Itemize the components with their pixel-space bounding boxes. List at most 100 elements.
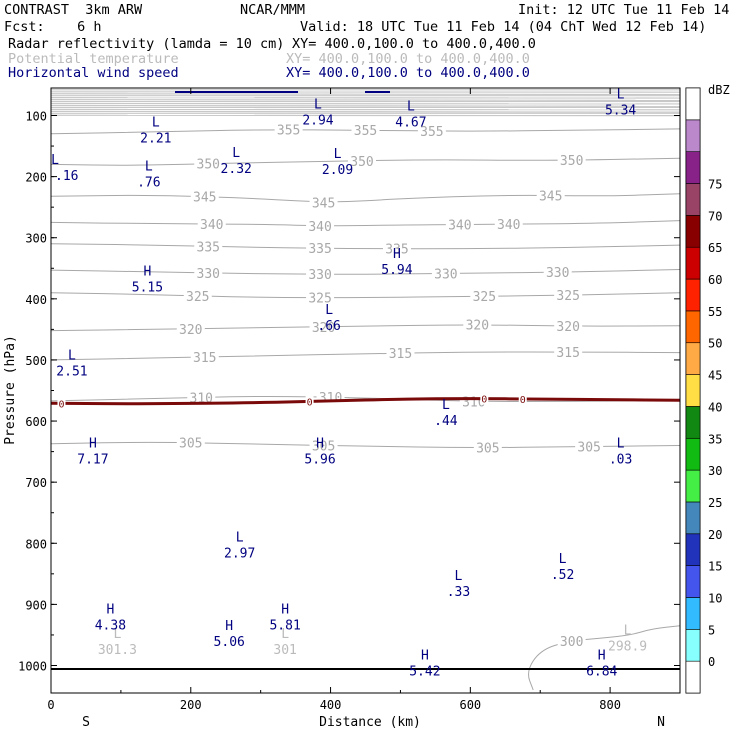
wind-extremum-value: .76 <box>137 176 160 191</box>
organization-label: NCAR/MMM <box>240 2 306 18</box>
theta-label-bg <box>575 438 604 454</box>
upper-theta-band-line <box>51 104 680 107</box>
colorbar-swatch <box>685 565 701 598</box>
theta-label-bg <box>176 320 205 336</box>
theta-contour-355: 355 355 355 <box>51 121 680 140</box>
colorbar-tick-label: 15 <box>708 560 722 574</box>
freezing-label: 0 <box>58 399 64 410</box>
theta-label-bg <box>386 345 415 361</box>
theta-contour-330: 330 330 330 330 <box>51 264 680 283</box>
theta-label: 350 <box>350 155 373 170</box>
theta-label-bg <box>190 348 219 364</box>
theta-label-bg <box>194 264 223 280</box>
theta-label: 300 <box>560 635 583 650</box>
theta-line-315 <box>51 351 680 361</box>
field-theta-name: Potential temperature <box>8 51 179 67</box>
theta-contour-335: 335 335 335 <box>51 238 680 258</box>
wind-extremum: L2.32 <box>221 146 252 177</box>
field-wind-name: Horizontal wind speed <box>8 65 179 81</box>
theta-contour-320: 320 320 320 320 <box>51 316 680 338</box>
freezing-label-bg <box>305 395 314 408</box>
colorbar-tick-label: 30 <box>708 464 722 478</box>
colorbar-swatch <box>685 660 701 694</box>
wind-extremum-value: .03 <box>609 452 632 467</box>
theta-label-bg <box>536 187 565 203</box>
y-tick-label: 600 <box>25 415 47 429</box>
theta-label-bg <box>187 389 216 405</box>
theta-label: 350 <box>197 158 220 173</box>
wind-extremum-type: L <box>152 116 160 131</box>
wind-extremum-type: L <box>145 160 153 175</box>
x-tick-label: 800 <box>599 698 621 712</box>
wind-extremum-value: 5.94 <box>381 263 412 278</box>
wind-extremum: L.16 <box>51 153 78 184</box>
wind-extremum-value: 5.96 <box>304 452 335 467</box>
wind-extremum: H5.15 <box>132 265 163 296</box>
upper-theta-band-line <box>51 99 680 102</box>
y-tick-label: 800 <box>25 537 47 551</box>
colorbar-swatch <box>685 533 701 566</box>
wind-extremum-value: 5.06 <box>214 635 245 650</box>
colorbar-swatch <box>685 246 701 280</box>
theta-line-340 <box>51 220 680 227</box>
wind-extremum: H4.38 <box>95 603 126 634</box>
wind-extremum-value: 4.67 <box>395 116 426 131</box>
colorbar-tick-label: 70 <box>708 209 722 223</box>
theta-label-bg <box>445 216 474 232</box>
colorbar-unit: dBZ <box>708 83 730 97</box>
y-tick-label: 500 <box>25 354 47 368</box>
wind-extremum: L2.21 <box>140 116 171 147</box>
colorbar-tick-label: 10 <box>708 591 722 605</box>
wind-extremum-value: 6.84 <box>586 665 617 680</box>
theta-label: 340 <box>308 220 331 235</box>
theta-label-bg <box>557 152 586 168</box>
theta-label: 315 <box>193 351 216 366</box>
theta-label: 325 <box>186 290 209 305</box>
theta-contour-340: 340 340 340 340 <box>51 215 680 235</box>
wind-extremum-value: 4.38 <box>95 619 126 634</box>
theta-label-bg <box>417 122 446 138</box>
wind-extremum-type: L <box>314 97 322 112</box>
y-tick-label: 200 <box>25 171 47 185</box>
theta-contour-300: 300 <box>528 625 680 691</box>
field-reflectivity-xy: XY= 400.0,100.0 to 400.0,400.0 <box>292 36 536 52</box>
colorbar-tick-label: 45 <box>708 369 722 383</box>
theta-label-bg <box>190 188 219 204</box>
wind-extremum: H5.81 <box>269 603 300 634</box>
wind-extremum-type: L <box>407 100 415 115</box>
field-wind-xy: XY= 400.0,100.0 to 400.0,400.0 <box>286 65 530 81</box>
wind-extremum-value: 7.17 <box>77 452 108 467</box>
colorbar-tick-label: 5 <box>708 623 715 637</box>
upper-theta-band <box>51 89 680 117</box>
wind-extremum-type: H <box>144 265 152 280</box>
x-tick-label: 200 <box>180 698 202 712</box>
colorbar-tick-label: 25 <box>708 496 722 510</box>
wind-extremum-type: H <box>225 619 233 634</box>
theta-extremum-value: 301 <box>273 643 296 658</box>
field-theta-xy: XY= 400.0,100.0 to 400.0,400.0 <box>286 51 530 67</box>
theta-label: 330 <box>434 267 457 282</box>
wind-extremum: L2.09 <box>322 147 353 178</box>
theta-label: 350 <box>560 154 583 169</box>
direction-south: S <box>82 715 90 730</box>
wind-extremum-type: L <box>559 552 567 567</box>
colorbar-swatch <box>685 374 701 407</box>
freezing-level-contour: 0 0 0 0 <box>51 392 680 410</box>
theta-label: 315 <box>556 346 579 361</box>
x-axis-label: Distance (km) <box>319 715 421 730</box>
y-tick-label: 700 <box>25 476 47 490</box>
theta-label-bg <box>194 238 223 254</box>
theta-label: 320 <box>556 320 579 335</box>
wind-extremum-type: L <box>51 153 59 168</box>
wind-extremum-value: .16 <box>55 169 78 184</box>
theta-label: 330 <box>546 266 569 281</box>
wind-extremum-type: H <box>106 603 114 618</box>
colorbar-swatch <box>685 629 701 662</box>
theta-label-bg <box>543 264 572 280</box>
theta-label: 340 <box>497 218 520 233</box>
forecast-hour: Fcst: 6 h <box>4 19 102 35</box>
theta-line-320 <box>51 324 680 332</box>
colorbar-tick-label: 75 <box>708 178 722 192</box>
